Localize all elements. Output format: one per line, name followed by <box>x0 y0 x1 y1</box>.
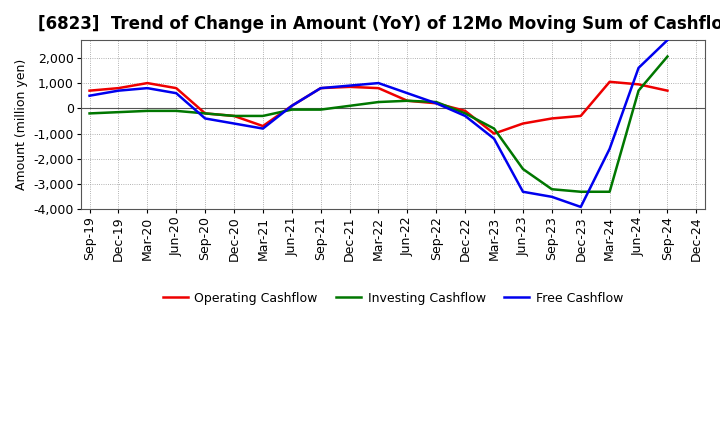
Investing Cashflow <box>490 126 498 131</box>
Operating Cashflow <box>490 131 498 136</box>
Free Cashflow <box>346 83 354 88</box>
Free Cashflow <box>374 81 383 86</box>
Free Cashflow <box>432 101 441 106</box>
Investing Cashflow <box>403 98 412 103</box>
Investing Cashflow <box>316 107 325 112</box>
Free Cashflow <box>634 65 643 70</box>
Investing Cashflow <box>346 103 354 109</box>
Free Cashflow <box>316 85 325 91</box>
Investing Cashflow <box>606 189 614 194</box>
Operating Cashflow <box>287 103 296 109</box>
Investing Cashflow <box>518 166 527 172</box>
Free Cashflow <box>287 103 296 109</box>
Operating Cashflow <box>634 82 643 87</box>
Investing Cashflow <box>172 108 181 114</box>
Investing Cashflow <box>663 54 672 59</box>
Title: [6823]  Trend of Change in Amount (YoY) of 12Mo Moving Sum of Cashflows: [6823] Trend of Change in Amount (YoY) o… <box>38 15 720 33</box>
Operating Cashflow <box>114 85 122 91</box>
Operating Cashflow <box>316 85 325 91</box>
Operating Cashflow <box>403 98 412 103</box>
Operating Cashflow <box>432 101 441 106</box>
Operating Cashflow <box>577 113 585 118</box>
Investing Cashflow <box>432 99 441 105</box>
Operating Cashflow <box>230 113 238 118</box>
Free Cashflow <box>230 121 238 126</box>
Operating Cashflow <box>461 108 469 114</box>
Operating Cashflow <box>374 85 383 91</box>
Free Cashflow <box>547 194 556 199</box>
Y-axis label: Amount (million yen): Amount (million yen) <box>15 59 28 191</box>
Investing Cashflow <box>143 108 152 114</box>
Investing Cashflow <box>287 107 296 112</box>
Investing Cashflow <box>374 99 383 105</box>
Operating Cashflow <box>346 84 354 89</box>
Investing Cashflow <box>577 189 585 194</box>
Investing Cashflow <box>547 187 556 192</box>
Free Cashflow <box>143 85 152 91</box>
Operating Cashflow <box>143 81 152 86</box>
Free Cashflow <box>172 91 181 96</box>
Free Cashflow <box>490 136 498 141</box>
Operating Cashflow <box>85 88 94 93</box>
Investing Cashflow <box>634 88 643 93</box>
Operating Cashflow <box>547 116 556 121</box>
Investing Cashflow <box>201 111 210 116</box>
Free Cashflow <box>663 37 672 43</box>
Operating Cashflow <box>518 121 527 126</box>
Free Cashflow <box>606 146 614 151</box>
Operating Cashflow <box>258 123 267 128</box>
Investing Cashflow <box>258 113 267 118</box>
Investing Cashflow <box>461 111 469 116</box>
Operating Cashflow <box>172 85 181 91</box>
Line: Free Cashflow: Free Cashflow <box>89 40 667 207</box>
Investing Cashflow <box>114 110 122 115</box>
Free Cashflow <box>85 93 94 99</box>
Investing Cashflow <box>230 113 238 118</box>
Free Cashflow <box>518 189 527 194</box>
Line: Investing Cashflow: Investing Cashflow <box>89 56 667 192</box>
Free Cashflow <box>258 126 267 131</box>
Line: Operating Cashflow: Operating Cashflow <box>89 82 667 134</box>
Operating Cashflow <box>201 111 210 116</box>
Free Cashflow <box>577 204 585 209</box>
Investing Cashflow <box>85 111 94 116</box>
Free Cashflow <box>403 91 412 96</box>
Legend: Operating Cashflow, Investing Cashflow, Free Cashflow: Operating Cashflow, Investing Cashflow, … <box>158 287 628 310</box>
Operating Cashflow <box>606 79 614 84</box>
Free Cashflow <box>461 113 469 118</box>
Free Cashflow <box>114 88 122 93</box>
Free Cashflow <box>201 116 210 121</box>
Operating Cashflow <box>663 88 672 93</box>
